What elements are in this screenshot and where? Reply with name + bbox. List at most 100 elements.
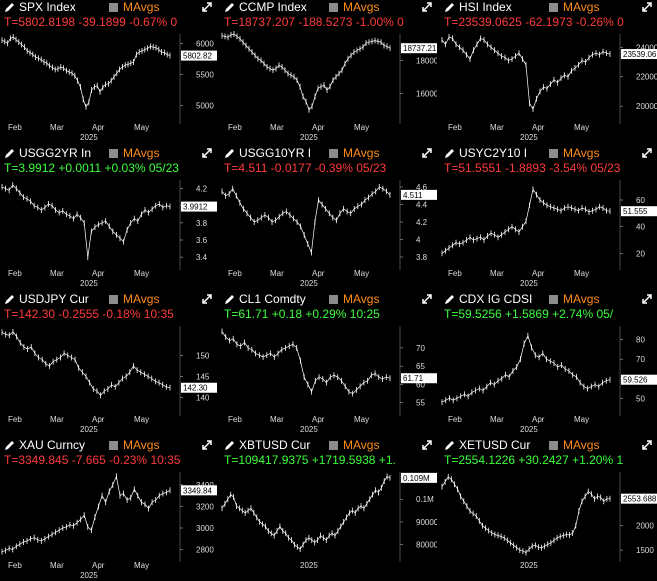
line-chart[interactable]: 6000 5500 5000 Feb Mar Apr May 2025 5802.82 <box>0 30 217 143</box>
mavgs-label[interactable]: MAvgs <box>563 438 600 452</box>
expand-icon[interactable] <box>201 439 213 451</box>
last-price-box <box>401 189 437 200</box>
y-tick-label: 150 <box>196 351 210 360</box>
line-chart[interactable]: 60 40 20 Feb Mar Apr May 2025 51.555 <box>440 176 657 289</box>
line-chart[interactable]: 3400320030002800FebMarAprMay20253349.84 <box>0 468 217 581</box>
x-tick-label: Mar <box>50 123 64 132</box>
y-tick-label: 145 <box>196 372 210 381</box>
price-line <box>221 186 391 254</box>
x-tick-label: Apr <box>92 123 105 132</box>
pencil-icon[interactable] <box>4 1 15 13</box>
x-tick-label: 2025 <box>520 561 538 570</box>
price-line <box>221 331 391 395</box>
last-price-label: 2553.688 <box>623 495 657 504</box>
panel-title[interactable]: USYC2Y10 I <box>459 146 528 160</box>
y-tick-label: 140 <box>196 393 210 402</box>
mavgs-label[interactable]: MAvgs <box>343 0 380 14</box>
chart-panel[interactable]: XBTUSD Cur MAvgs T=109417.9375 +1719.5938 … <box>220 438 437 581</box>
last-price-label: 18737.21 <box>403 44 437 53</box>
mavgs-label[interactable]: MAvgs <box>123 438 160 452</box>
chart-panel[interactable]: CL1 Comdty MAvgs T=61.71 +0.18 +0.29% 10:2… <box>220 292 437 435</box>
line-chart[interactable]: 24000 22000 20000 Feb Mar Apr May 2025 23539.06 <box>440 30 657 143</box>
panel-title[interactable]: XETUSD Cur <box>459 438 531 452</box>
line-chart[interactable]: 150 145 140 Feb Mar Apr May 2025 142.30 <box>0 322 217 435</box>
line-chart[interactable]: 0.1M 90000 80000 2025 0.109M <box>220 468 437 581</box>
mavgs-label[interactable]: MAvgs <box>343 438 380 452</box>
line-chart[interactable]: 4.6 4.4 4.2 4 3.8 Feb Mar Apr May 2025 4.511 <box>220 176 437 289</box>
mavgs-label[interactable]: MAvgs <box>563 0 600 14</box>
expand-icon[interactable] <box>641 1 653 13</box>
chart-panel[interactable]: HSI Index MAvgs T=23539.0625 -62.1973 -0.2… <box>440 0 657 143</box>
line-chart[interactable]: 2000 1500 2025 2553.688 <box>440 468 657 581</box>
panel-title[interactable]: CCMP Index <box>239 0 307 14</box>
x-tick-label: May <box>134 123 149 132</box>
pencil-icon[interactable] <box>224 439 235 451</box>
panel-title[interactable]: XAU Curncy <box>19 438 86 452</box>
chart-panel[interactable]: USGG2YR In MAvgs T=3.9912 +0.0011 +0.03% 0… <box>0 146 217 289</box>
y-tick-label: 6000 <box>196 39 214 48</box>
pencil-icon[interactable] <box>444 439 455 451</box>
panel-title[interactable]: USDJPY Cur <box>19 292 89 306</box>
expand-icon[interactable] <box>201 1 213 13</box>
expand-icon[interactable] <box>201 293 213 305</box>
panel-title[interactable]: SPX Index <box>19 0 76 14</box>
mavgs-label[interactable]: MAvgs <box>343 292 380 306</box>
pencil-icon[interactable] <box>444 293 455 305</box>
x-year-label: 2025 <box>300 133 318 142</box>
expand-icon[interactable] <box>421 1 433 13</box>
mavgs-label[interactable]: MAvgs <box>123 146 160 160</box>
expand-icon[interactable] <box>641 439 653 451</box>
last-price-label: 51.555 <box>623 207 648 216</box>
mavgs-label[interactable]: MAvgs <box>123 0 160 14</box>
panel-title[interactable]: CL1 Comdty <box>239 292 306 306</box>
panel-title[interactable]: USGG10YR I <box>239 146 312 160</box>
chart-panel[interactable]: XETUSD Cur MAvgs T=2554.1226 +30.2427 +1.2… <box>440 438 657 581</box>
y-tick-label: 20000 <box>636 102 657 111</box>
pencil-icon[interactable] <box>224 293 235 305</box>
chart-panel[interactable]: CDX IG CDSI MAvgs T=59.5256 +1.5869 +2.74%… <box>440 292 657 435</box>
price-stat: T=109417.9375 +1719.5938 +1. <box>224 453 396 467</box>
chart-panel[interactable]: XAU Curncy MAvgs T=3349.845 -7.665 -0.23% … <box>0 438 217 581</box>
chart-panel[interactable]: USDJPY Cur MAvgs T=142.30 -0.2555 -0.18% 1… <box>0 292 217 435</box>
mavgs-label[interactable]: MAvgs <box>123 292 160 306</box>
last-price-label: 142.30 <box>183 384 208 393</box>
pencil-icon[interactable] <box>224 147 235 159</box>
expand-icon[interactable] <box>421 293 433 305</box>
y-tick-label: 3000 <box>196 524 214 533</box>
y-tick-label: 90000 <box>416 518 437 527</box>
price-line <box>441 334 611 403</box>
panel-title[interactable]: XBTUSD Cur <box>239 438 311 452</box>
line-chart[interactable]: 18000 16000 Feb Mar Apr May 2025 18737.21 <box>220 30 437 143</box>
x-tick-label: Mar <box>270 123 284 132</box>
expand-icon[interactable] <box>421 439 433 451</box>
pencil-icon[interactable] <box>4 439 15 451</box>
pencil-icon[interactable] <box>224 1 235 13</box>
line-chart[interactable]: 70 65 60 55 Feb Mar Apr May 2025 61.71 <box>220 322 437 435</box>
pencil-icon[interactable] <box>4 147 15 159</box>
mavgs-label[interactable]: MAvgs <box>343 146 380 160</box>
y-tick-label: 60 <box>416 380 425 389</box>
price-stat: T=59.5256 +1.5869 +2.74% 05/ <box>444 307 614 321</box>
panel-title[interactable]: CDX IG CDSI <box>459 292 533 306</box>
mavgs-label[interactable]: MAvgs <box>563 146 600 160</box>
mavgs-label[interactable]: MAvgs <box>563 292 600 306</box>
x-tick-label: Apr <box>92 269 105 278</box>
pencil-icon[interactable] <box>4 293 15 305</box>
chart-panel[interactable]: CCMP Index MAvgs T=18737.207 -188.5273 -1.… <box>220 0 437 143</box>
panel-header: CDX IG CDSI MAvgs <box>440 292 657 306</box>
chart-panel[interactable]: USGG10YR I MAvgs T=4.511 -0.0177 -0.39% 05… <box>220 146 437 289</box>
pencil-icon[interactable] <box>444 1 455 13</box>
pencil-icon[interactable] <box>444 147 455 159</box>
y-tick-label: 2800 <box>196 546 214 555</box>
expand-icon[interactable] <box>421 147 433 159</box>
chart-panel[interactable]: USYC2Y10 I MAvgs T=51.5551 -1.8893 -3.54% … <box>440 146 657 289</box>
line-chart[interactable]: 80706050FebMarAprMay202559.526 <box>440 322 657 435</box>
expand-icon[interactable] <box>201 147 213 159</box>
panel-title[interactable]: HSI Index <box>459 0 512 14</box>
panel-title[interactable]: USGG2YR In <box>19 146 92 160</box>
chart-panel[interactable]: SPX Index MAvgs T=5802.8198 -39.1899 -0.67… <box>0 0 217 143</box>
expand-icon[interactable] <box>641 293 653 305</box>
expand-icon[interactable] <box>641 147 653 159</box>
